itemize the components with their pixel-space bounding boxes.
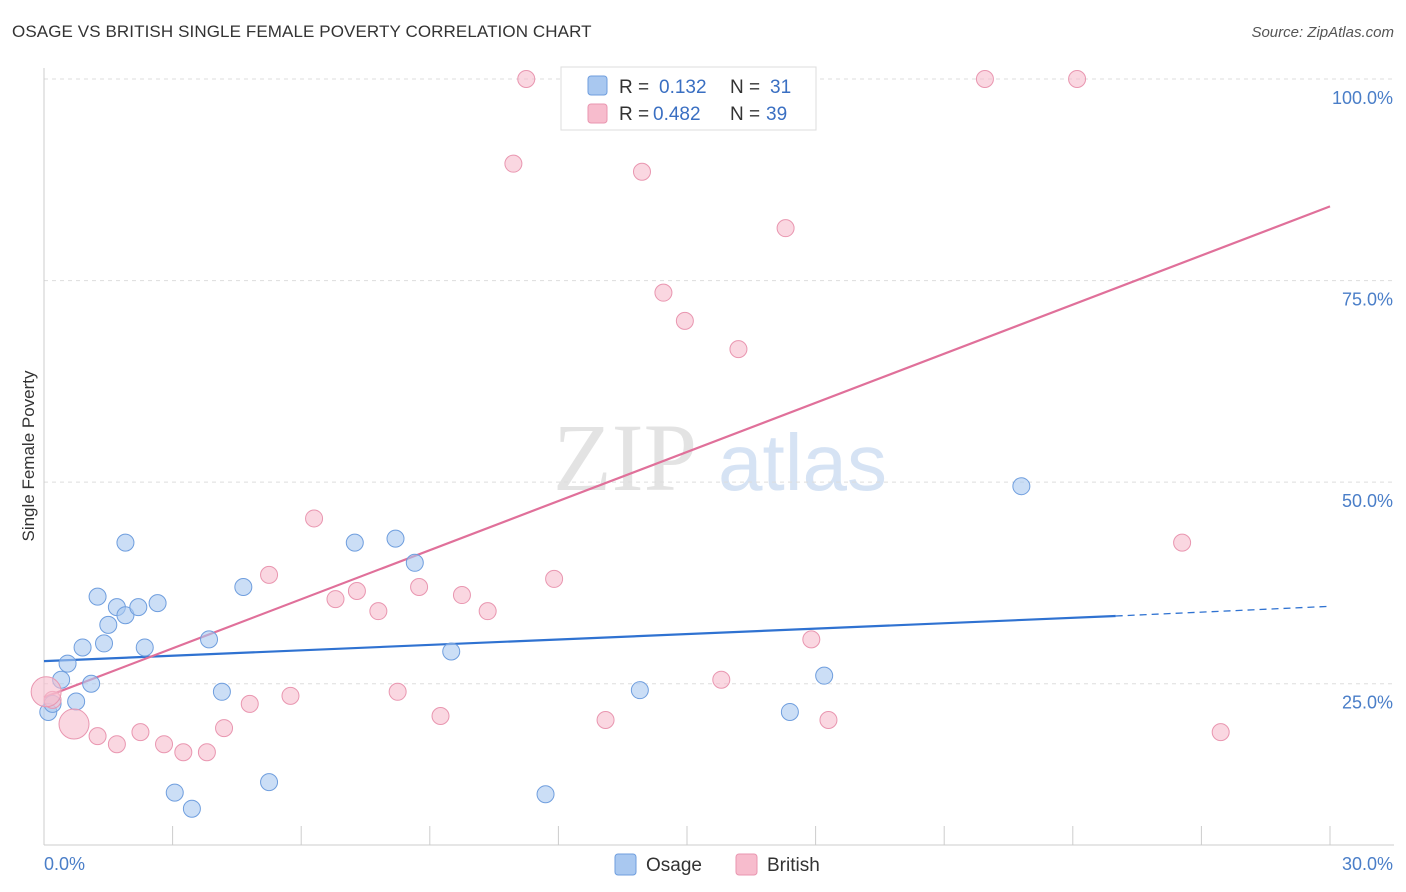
legend-osage-r-value: 0.132 [659,77,707,98]
british-point [88,727,107,746]
source-credit: Source: ZipAtlas.com [1251,24,1394,41]
british-point [776,219,795,238]
british-point [712,670,731,689]
legend-osage-n-value: 31 [770,77,791,98]
osage-point [148,594,167,613]
british-point [215,719,234,738]
osage-point [1012,477,1031,496]
legend-bottom: Osage British [614,853,820,876]
y-tick-label-75: 75.0% [1342,290,1393,310]
british-point [478,602,497,621]
legend-osage-r-label: R = [619,77,649,98]
osage-point [536,785,555,804]
y-axis-title: Single Female Poverty [19,370,38,542]
osage-point [95,634,114,653]
legend-british-n-value: 39 [766,104,787,125]
legend-british-swatch [587,103,608,124]
osage-point [345,533,364,552]
legend-stats: R = 0.132 N = 31 R = 0.482 N = 39 [560,66,817,131]
osage-point [815,666,834,685]
british-point [155,735,174,754]
bottom-legend-osage-label: Osage [646,855,702,876]
bottom-legend-osage-swatch [614,853,637,876]
x-tick-label-min: 0.0% [44,854,85,874]
y-tick-label-100: 100.0% [1332,88,1393,108]
legend-british-r-value: 0.482 [653,104,701,125]
british-point [596,711,615,730]
british-point [410,577,429,596]
osage-trend-line [43,614,1116,663]
osage-trend-extension [1115,605,1331,617]
osage-point [135,638,154,657]
british-point [369,602,388,621]
osage-point [129,598,148,617]
trend-lines [43,205,1331,699]
british-point [305,509,324,528]
osage-point [182,799,201,818]
british-point [1173,533,1192,552]
osage-point [116,533,135,552]
british-point [107,735,126,754]
british-point [326,590,345,609]
osage-point [73,638,92,657]
legend-osage-swatch [587,75,608,96]
y-tick-labels: 25.0% 50.0% 75.0% 100.0% [1332,88,1393,713]
osage-point [260,773,279,792]
osage-point [82,674,101,693]
osage-point [780,702,799,721]
legend-osage-n-label: N = [730,77,760,98]
osage-point [116,606,135,625]
watermark-atlas: atlas [718,418,887,507]
british-point [347,582,366,601]
bottom-legend-british-label: British [767,855,820,876]
osage-point [212,682,231,701]
british-point [388,682,407,701]
british-point [632,162,651,181]
british-point [517,70,536,88]
british-point [281,686,300,705]
british-point [452,586,471,605]
british-point [1068,70,1087,88]
osage-point [58,654,77,673]
british-point [131,723,150,742]
y-tick-label-25: 25.0% [1342,693,1393,713]
british-point [260,565,279,584]
data-points [30,70,1230,818]
british-point [1211,723,1230,742]
x-tick-label-max: 30.0% [1342,854,1393,874]
watermark: ZIP atlas [553,404,887,511]
british-point [802,630,821,649]
british-point [654,283,673,302]
british-point [174,743,193,762]
british-point [504,154,523,173]
british-trend-line [43,205,1331,699]
british-point [240,694,259,713]
osage-point [630,681,649,700]
british-point [30,676,62,708]
british-point [197,743,216,762]
osage-point [99,615,118,634]
bottom-legend-british-swatch [735,853,758,876]
british-point [545,569,564,588]
chart-title: OSAGE VS BRITISH SINGLE FEMALE POVERTY C… [12,22,592,41]
british-point [729,340,748,359]
y-tick-label-50: 50.0% [1342,491,1393,511]
british-point [975,70,994,88]
osage-point [67,692,86,711]
osage-point [405,553,424,572]
british-point [675,311,694,330]
osage-point [88,587,107,606]
osage-point [165,783,184,802]
british-point [431,706,450,725]
osage-point [386,529,405,548]
british-point [819,711,838,730]
legend-british-r-label: R = [619,104,649,125]
legend-british-n-label: N = [730,104,760,125]
british-point [58,708,90,740]
osage-point [234,577,253,596]
osage-point [200,630,219,649]
osage-point [442,642,461,661]
